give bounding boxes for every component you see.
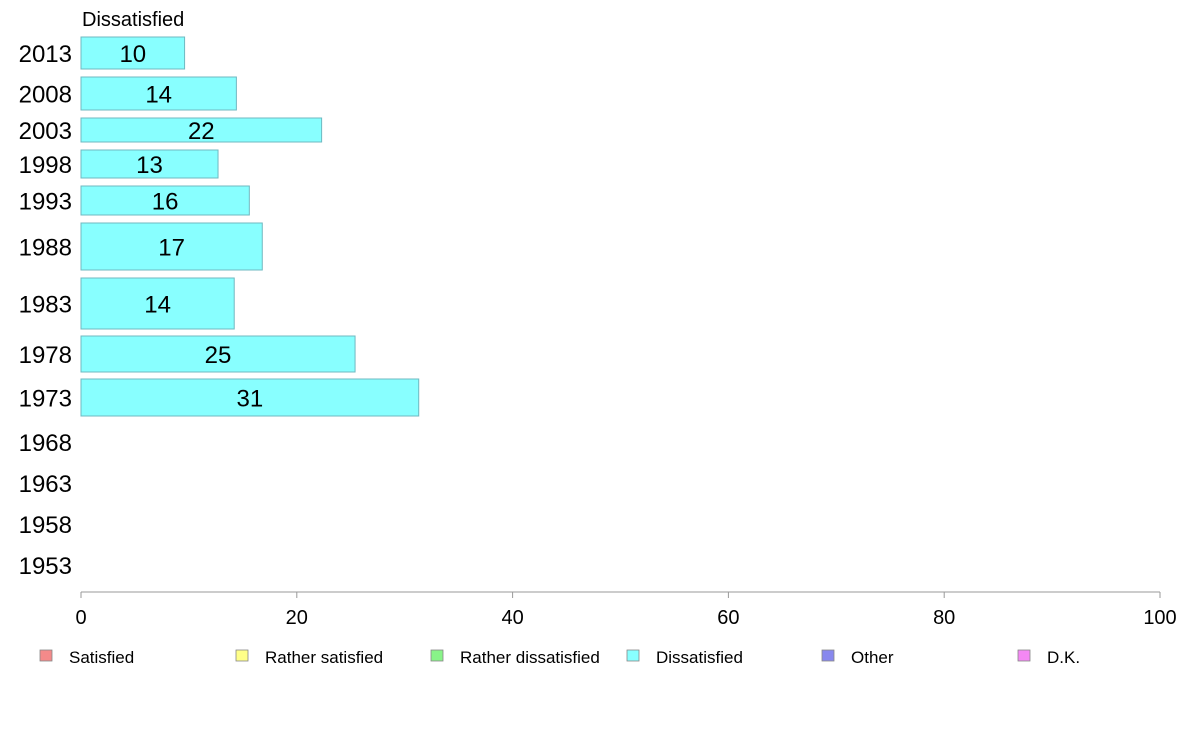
- x-tick-label: 40: [501, 607, 523, 629]
- bar-value-label: 31: [237, 386, 264, 413]
- y-tick-label: 2013: [19, 41, 72, 68]
- bar: [80, 117, 323, 143]
- legend-label: Dissatisfied: [656, 648, 743, 667]
- bar: [80, 76, 237, 111]
- y-tick-label: 1973: [19, 386, 72, 413]
- bar: [80, 277, 235, 330]
- legend-swatch: [39, 649, 53, 662]
- y-tick-label: 1958: [19, 512, 72, 539]
- bar-value-label: 17: [158, 235, 185, 262]
- bar-value-label: 22: [188, 118, 215, 145]
- y-tick-label: 1983: [19, 292, 72, 319]
- y-tick-label: 2003: [19, 118, 72, 145]
- bar-value-label: 16: [152, 189, 179, 216]
- legend-item: D.K.: [1017, 648, 1080, 667]
- y-tick-label: 1963: [19, 471, 72, 498]
- legend-label: Rather dissatisfied: [460, 648, 600, 667]
- legend-swatch: [821, 649, 835, 662]
- y-tick-label: 1998: [19, 152, 72, 179]
- x-tick-label: 0: [75, 607, 86, 629]
- series-title: Dissatisfied: [82, 9, 184, 31]
- bar-value-label: 25: [205, 342, 232, 369]
- y-tick-label: 1978: [19, 342, 72, 369]
- bar: [80, 185, 250, 216]
- legend-item: Rather satisfied: [235, 648, 383, 667]
- legend-item: Satisfied: [39, 648, 134, 667]
- bar-value-label: 10: [119, 41, 146, 68]
- bar: [80, 378, 420, 417]
- y-tick-label: 2008: [19, 82, 72, 109]
- legend-item: Rather dissatisfied: [430, 648, 600, 667]
- y-tick-label: 1988: [19, 235, 72, 262]
- legend-item: Other: [821, 648, 894, 667]
- y-tick-label: 1993: [19, 189, 72, 216]
- legend-swatch: [1017, 649, 1031, 662]
- x-tick-label: 20: [286, 607, 308, 629]
- legend-item: Dissatisfied: [626, 648, 743, 667]
- legend-swatch: [626, 649, 640, 662]
- bar-value-label: 14: [145, 82, 172, 109]
- legend-label: Other: [851, 648, 894, 667]
- bar: [80, 36, 186, 70]
- legend-swatch: [235, 649, 249, 662]
- x-tick-label: 80: [933, 607, 955, 629]
- y-tick-label: 1968: [19, 430, 72, 457]
- legend-swatch: [430, 649, 444, 662]
- bar-value-label: 14: [144, 292, 171, 319]
- bar: [80, 222, 263, 271]
- y-tick-label: 1953: [19, 553, 72, 580]
- bar-value-label: 13: [136, 152, 163, 179]
- x-tick-label: 60: [717, 607, 739, 629]
- bar: [80, 149, 219, 179]
- x-tick-label: 100: [1143, 607, 1176, 629]
- legend-label: D.K.: [1047, 648, 1080, 667]
- legend-label: Rather satisfied: [265, 648, 383, 667]
- bar: [80, 335, 356, 373]
- legend-label: Satisfied: [69, 648, 134, 667]
